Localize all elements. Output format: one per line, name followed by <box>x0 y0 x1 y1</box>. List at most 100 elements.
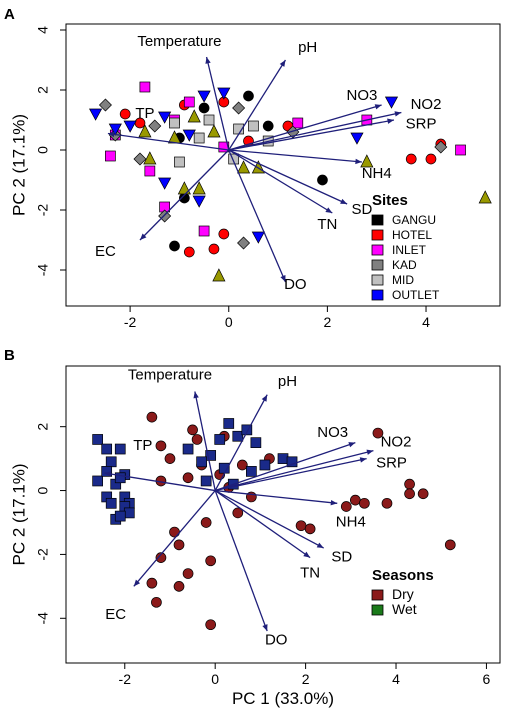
data-point <box>236 160 251 174</box>
arrow-head <box>205 57 211 64</box>
legend-swatch <box>371 229 384 241</box>
data-point <box>444 539 456 551</box>
data-point <box>197 90 211 103</box>
x-tick-label: 2 <box>323 314 331 330</box>
arrow-head <box>374 104 382 110</box>
legend-swatch <box>371 214 384 226</box>
arrow-head <box>279 60 286 67</box>
data-point <box>108 123 122 136</box>
loading-arrow <box>214 489 324 549</box>
panel-a-biplot: -2 0 2 4 -4 -2 0 2 4 PC 2 (17.1%) Temperature pH NO3… <box>9 23 501 330</box>
data-point <box>92 475 103 487</box>
loading-arrow <box>228 149 348 205</box>
data-point <box>295 520 307 532</box>
loading-label: DO <box>284 276 307 293</box>
loading-label: SRP <box>406 115 437 132</box>
legend-entry: MID <box>392 273 414 287</box>
data-point <box>146 577 158 589</box>
x-tick-label: 6 <box>483 671 491 687</box>
loading-label: TP <box>135 105 154 122</box>
loading-arrow <box>228 104 382 151</box>
data-point <box>405 153 417 165</box>
data-point <box>148 119 162 133</box>
loading-arrow <box>107 132 229 151</box>
data-point <box>292 117 304 129</box>
loading-label: SD <box>351 201 372 218</box>
legend-entry: GANGU <box>392 213 436 227</box>
data-point <box>304 523 316 535</box>
data-point <box>198 225 210 237</box>
data-point <box>205 450 217 461</box>
data-point <box>139 81 151 93</box>
data-point <box>250 437 262 448</box>
data-point <box>158 111 172 124</box>
data-point <box>138 124 152 138</box>
data-point <box>164 453 176 464</box>
legend-entry: HOTEL <box>392 228 432 242</box>
data-point <box>228 153 240 165</box>
data-point <box>183 96 195 108</box>
data-point <box>114 472 126 484</box>
arrow-head <box>387 118 394 124</box>
arrow-head <box>193 391 199 399</box>
data-point <box>232 507 244 519</box>
data-point <box>248 120 259 132</box>
data-point <box>182 129 196 142</box>
legend-swatch <box>371 289 384 301</box>
legend-entry: Wet <box>392 601 417 617</box>
data-point <box>187 424 198 436</box>
x-tick-label: -2 <box>124 314 137 330</box>
data-point <box>158 209 172 223</box>
loading-label: pH <box>278 373 297 390</box>
loading-label: SRP <box>376 454 407 471</box>
legend-title: Seasons <box>372 567 434 584</box>
data-point <box>143 151 157 165</box>
data-point <box>243 90 254 102</box>
data-point <box>191 434 203 445</box>
data-point <box>123 507 135 519</box>
data-point <box>251 231 265 244</box>
loading-label: DO <box>265 632 288 649</box>
y-tick-label: 2 <box>35 423 51 431</box>
data-point <box>114 443 126 455</box>
legend-title: Sites <box>372 192 408 209</box>
loading-arrow <box>214 490 268 632</box>
loading-arrow <box>194 391 216 491</box>
data-point <box>218 228 230 240</box>
x-tick-label: 0 <box>211 671 219 687</box>
data-point <box>218 141 230 153</box>
loading-label: NO2 <box>411 96 442 113</box>
data-point <box>105 497 117 509</box>
arrow-head <box>325 207 333 213</box>
loading-label: Temperature <box>137 33 221 50</box>
arrow-head <box>280 275 286 282</box>
data-point <box>182 443 194 455</box>
loading-label: NO3 <box>317 424 348 441</box>
plot-frame <box>65 365 501 664</box>
arrow-head <box>330 499 338 506</box>
x-tick-label: -2 <box>119 671 132 687</box>
arrow-head <box>340 198 348 204</box>
legend-swatch <box>371 274 384 286</box>
data-point <box>98 98 112 112</box>
data-point <box>151 596 162 608</box>
loading-arrow <box>215 449 374 492</box>
data-point <box>214 434 226 445</box>
loading-label: NO2 <box>381 434 412 451</box>
loading-arrow <box>215 457 367 492</box>
y-tick-label: -4 <box>35 612 51 625</box>
x-tick-label: 0 <box>225 314 233 330</box>
arrow-head <box>348 442 356 448</box>
data-point <box>223 418 235 429</box>
data-point <box>177 181 191 195</box>
loading-arrow <box>228 149 333 214</box>
x-tick-label: 4 <box>422 314 430 330</box>
data-point <box>114 510 126 522</box>
data-point <box>200 517 212 528</box>
plot-frame <box>65 23 501 307</box>
data-point <box>359 497 370 509</box>
arrow-head <box>359 457 367 463</box>
data-point <box>173 539 185 551</box>
loading-label: Temperature <box>128 367 212 384</box>
loading-label: TN <box>300 565 320 582</box>
